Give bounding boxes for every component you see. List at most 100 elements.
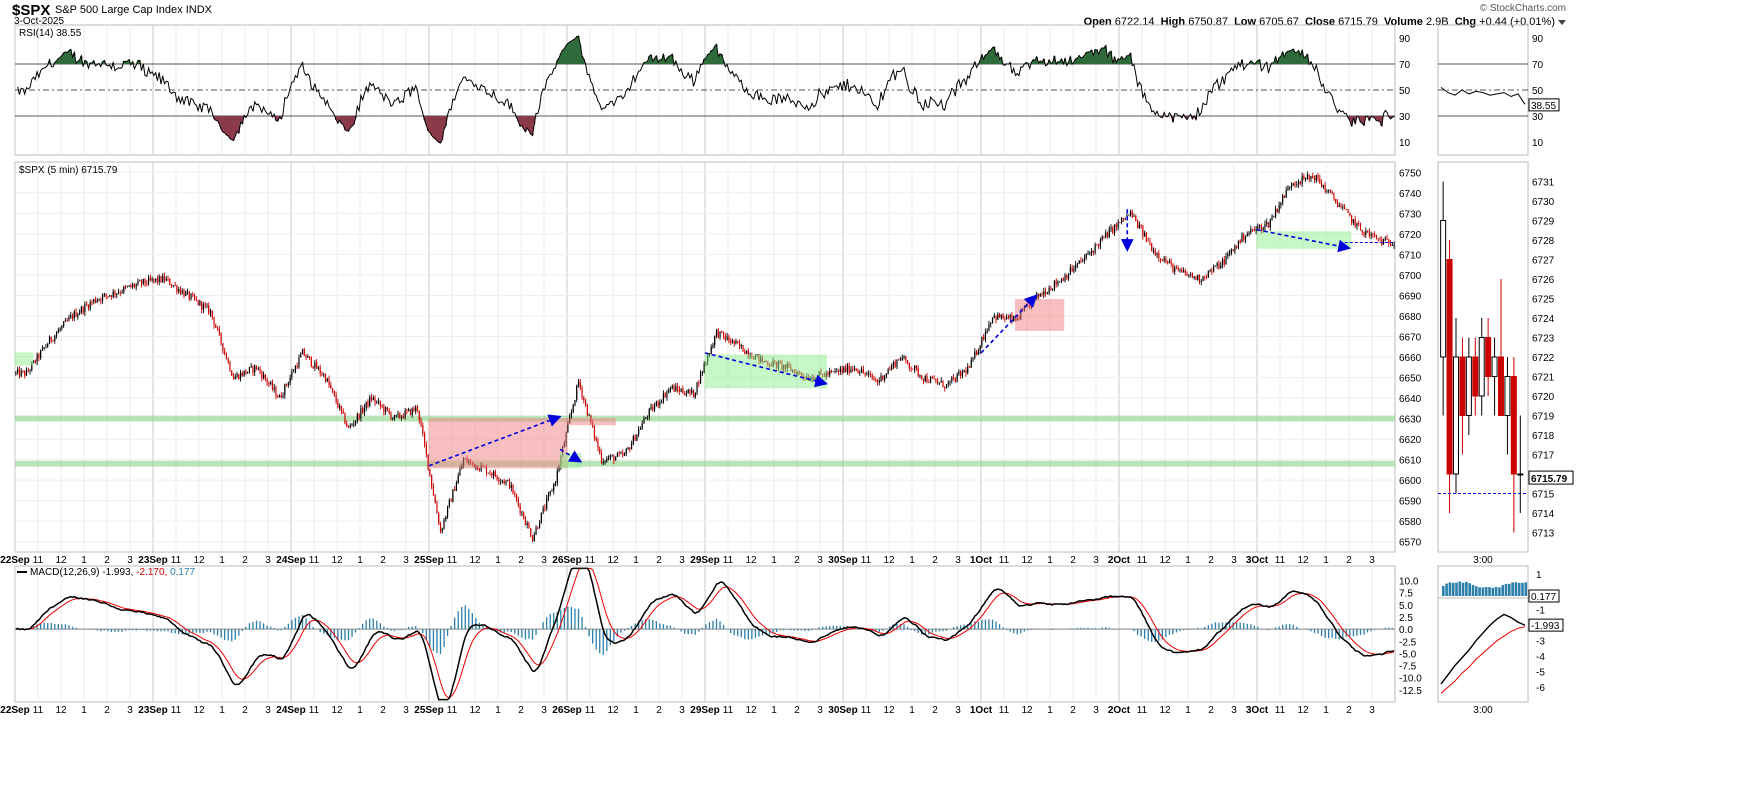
x-tick-label: 3	[817, 555, 823, 566]
price-candle	[1046, 292, 1048, 295]
zoom-price-y-tick-label: 6723	[1532, 334, 1555, 345]
price-candle	[17, 369, 19, 373]
x-tick-label: 1	[1185, 705, 1191, 716]
price-candle	[1320, 183, 1323, 188]
zoom-histogram-bar	[1468, 583, 1471, 596]
price-candle	[1301, 175, 1303, 184]
price-candle	[1299, 181, 1301, 184]
price-candle	[1234, 245, 1236, 252]
x-tick-label: 3	[679, 555, 685, 566]
price-candle	[648, 408, 650, 417]
chevron-down-icon[interactable]	[1558, 19, 1566, 25]
price-candle	[721, 331, 723, 333]
price-candle	[945, 384, 948, 389]
price-candle	[735, 341, 737, 344]
price-candle	[333, 390, 335, 395]
stockcharts-credit[interactable]: © StockCharts.com	[1479, 3, 1566, 14]
x-tick-label: 11	[447, 705, 458, 716]
price-candle	[1305, 177, 1307, 180]
price-candle	[393, 415, 396, 419]
rsi-y-tick-label: 30	[1399, 112, 1411, 123]
price-candle	[547, 494, 550, 499]
price-candle	[1066, 275, 1068, 279]
price-candle	[369, 397, 371, 406]
price-candle	[47, 344, 49, 347]
price-candle	[1037, 293, 1040, 297]
price-candle	[583, 397, 585, 401]
macd-y-tick-label: 2.5	[1399, 613, 1413, 624]
price-candle	[919, 375, 921, 377]
zoom-histogram-bar	[1521, 582, 1524, 596]
price-candle	[234, 376, 236, 380]
zoom-price-y-tick-label: 6725	[1532, 295, 1555, 306]
price-candle	[1209, 270, 1211, 272]
price-candle	[997, 314, 999, 320]
price-candle	[362, 408, 364, 413]
price-candle	[75, 311, 77, 317]
price-candle	[307, 356, 309, 358]
price-candle	[1290, 185, 1293, 188]
price-candle	[643, 418, 645, 424]
price-candle	[1338, 205, 1340, 207]
price-candle	[733, 340, 735, 344]
price-candle	[1262, 228, 1264, 231]
price-candle	[176, 285, 178, 292]
price-candle	[130, 285, 132, 287]
price-candle	[852, 369, 854, 371]
macd-y-tick-label: 0.0	[1399, 625, 1413, 636]
rsi-y-tick-label: 90	[1399, 34, 1411, 45]
price-candle	[947, 382, 949, 385]
price-candle	[556, 470, 558, 484]
price-candle	[898, 359, 900, 361]
x-tick-label: 11	[861, 705, 872, 716]
price-candle	[227, 359, 229, 362]
x-tick-label: 2	[518, 555, 524, 566]
price-candle	[202, 304, 205, 310]
x-tick-label: 11	[309, 705, 320, 716]
zoom-histogram-bar	[1445, 583, 1448, 596]
x-tick-label: 1	[1323, 705, 1329, 716]
price-candle	[381, 405, 383, 407]
price-candle	[873, 378, 875, 380]
price-candle	[576, 385, 578, 400]
price-candle	[124, 286, 127, 288]
annotation-box	[566, 418, 616, 426]
price-candle	[353, 423, 355, 425]
price-candle	[622, 452, 624, 456]
price-candle	[110, 295, 113, 297]
zoom-histogram-bar	[1488, 587, 1491, 596]
zoom-rsi-y-tick-label: 50	[1532, 86, 1544, 97]
price-candle	[397, 413, 399, 415]
price-candle	[301, 349, 304, 355]
price-candle	[285, 384, 288, 386]
price-candle	[839, 368, 841, 372]
price-candle	[528, 523, 530, 529]
price-candle	[82, 307, 84, 313]
price-candle	[914, 366, 916, 370]
price-candle	[24, 371, 26, 376]
price-candle	[607, 458, 610, 460]
price-candle	[400, 416, 403, 418]
price-candle	[747, 350, 749, 357]
x-tick-label: 11	[1275, 705, 1286, 716]
price-candle	[107, 295, 109, 297]
price-y-tick-label: 6650	[1399, 374, 1422, 385]
price-candle	[1283, 195, 1286, 198]
price-candle	[137, 280, 139, 285]
price-candle	[1213, 266, 1215, 272]
price-candle	[540, 512, 542, 524]
price-candle	[837, 370, 840, 372]
x-tick-label: 1	[1185, 555, 1191, 566]
price-candle	[1195, 276, 1197, 280]
price-candle	[54, 335, 56, 341]
price-candle	[1230, 249, 1232, 254]
price-candle	[123, 286, 125, 293]
x-tick-label: 1	[633, 705, 639, 716]
price-y-tick-label: 6680	[1399, 312, 1422, 323]
x-tick-label: 12	[745, 555, 757, 566]
price-candle	[1092, 250, 1094, 253]
price-candle	[901, 358, 903, 360]
price-candle	[323, 374, 325, 376]
price-candle	[744, 351, 746, 354]
